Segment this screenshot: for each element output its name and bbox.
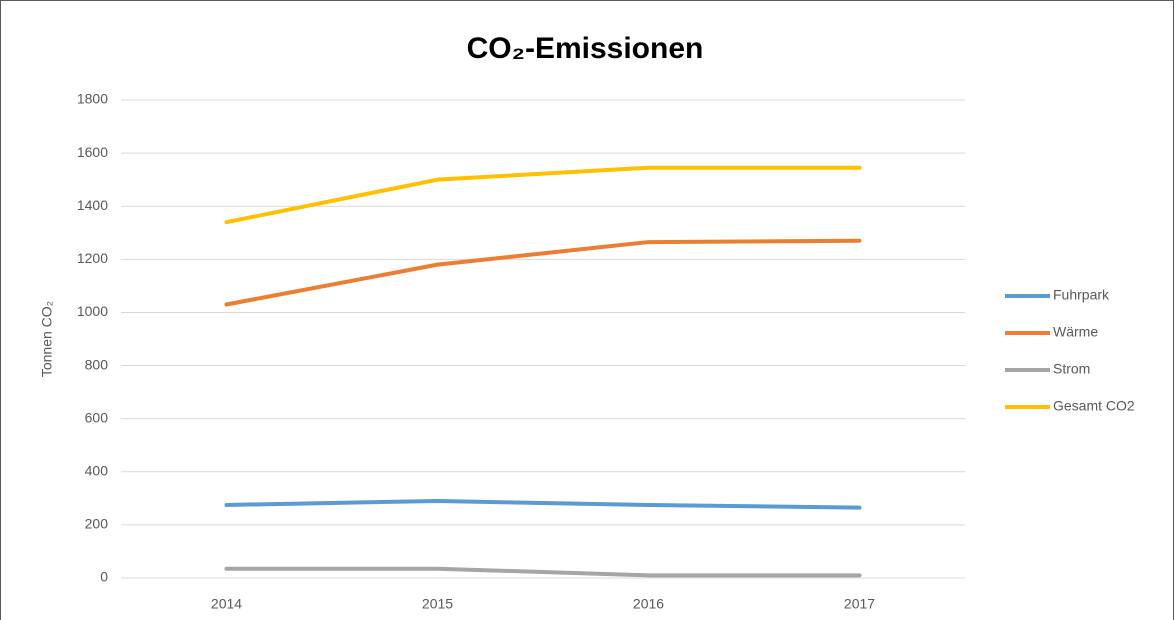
- x-tick-label: 2015: [422, 596, 453, 612]
- y-tick-label: 1200: [77, 250, 108, 266]
- series-line: [224, 238, 862, 307]
- series-line: [224, 165, 862, 225]
- y-tick-label: 800: [85, 356, 109, 372]
- chart-title: CO₂-Emissionen: [467, 32, 704, 65]
- x-tick-label: 2017: [844, 596, 875, 612]
- legend-label: Fuhrpark: [1053, 287, 1110, 303]
- y-tick-label: 1800: [77, 91, 108, 107]
- legend-label: Strom: [1053, 361, 1090, 377]
- y-tick-label: 0: [100, 569, 108, 585]
- y-tick-label: 1000: [77, 303, 108, 319]
- series-line: [224, 566, 862, 578]
- y-tick-label: 200: [85, 516, 109, 532]
- y-tick-label: 1600: [77, 144, 108, 160]
- y-axis-label: Tonnen CO₂: [39, 301, 55, 377]
- legend-label: Gesamt CO2: [1053, 398, 1135, 414]
- y-tick-label: 400: [85, 462, 109, 478]
- y-tick-label: 1400: [77, 197, 108, 213]
- x-tick-label: 2016: [633, 596, 664, 612]
- legend-label: Wärme: [1053, 324, 1098, 340]
- x-tick-label: 2014: [211, 596, 242, 612]
- series-line: [224, 498, 862, 510]
- y-tick-label: 600: [85, 409, 109, 425]
